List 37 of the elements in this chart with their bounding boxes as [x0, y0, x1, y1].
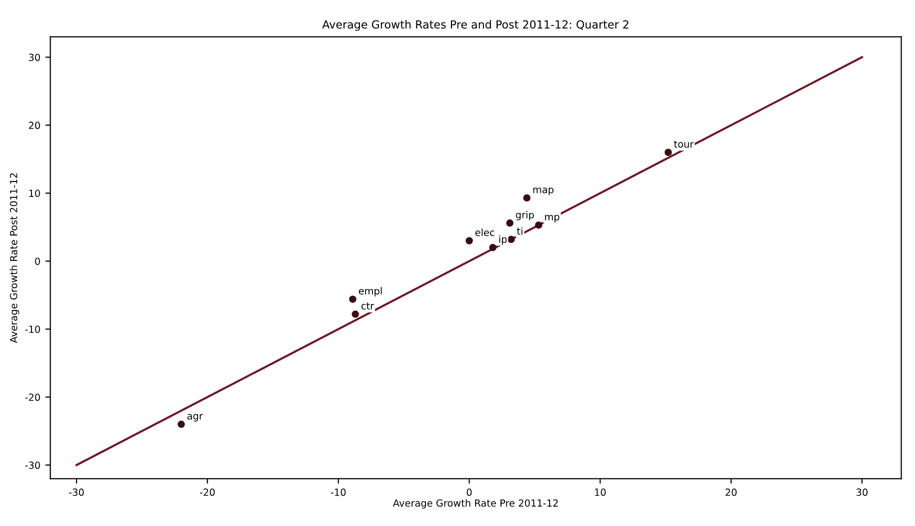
- data-label: empl: [358, 287, 382, 296]
- point: [466, 237, 473, 244]
- x-tick-label: -10: [330, 488, 346, 496]
- point: [508, 236, 515, 244]
- data-label: elec: [475, 228, 494, 236]
- point: [535, 221, 542, 229]
- x-tick-label: 30: [856, 488, 868, 496]
- y-axis-title: Average Growth Rate Post 2011-12: [10, 173, 20, 344]
- data-label: ti: [516, 227, 522, 235]
- point: [178, 420, 185, 428]
- x-tick-label: 0: [466, 488, 472, 496]
- data-label: ctr: [361, 302, 374, 310]
- data-label: tour: [674, 140, 694, 148]
- y-tick-label: 20: [28, 122, 40, 130]
- data-label: agr: [187, 414, 203, 422]
- point: [664, 148, 672, 156]
- y-tick-label: 10: [29, 190, 40, 197]
- y-tick-label: -30: [25, 462, 40, 469]
- point: [349, 296, 356, 303]
- data-label: ip: [499, 235, 507, 245]
- y-tick-label: -10: [25, 326, 40, 333]
- point: [506, 219, 514, 227]
- y-tick-label: 30: [28, 54, 40, 62]
- x-tick-label: 20: [726, 488, 737, 496]
- x-tick-label: -30: [69, 488, 84, 496]
- data-label: map: [533, 188, 554, 196]
- point: [489, 244, 496, 252]
- x-axis-title: Average Growth Rate Pre 2011-12: [392, 499, 558, 509]
- x-tick-label: 10: [595, 488, 606, 496]
- y-tick-label: -20: [25, 394, 40, 401]
- point: [352, 310, 359, 318]
- data-label: mp: [545, 214, 560, 222]
- y-tick-label: 0: [35, 258, 40, 265]
- point: [523, 194, 530, 202]
- data-label: grip: [516, 210, 534, 220]
- chart-title: Average Growth Rates Pre and Post 2011-12: Quarter 2: [322, 20, 628, 31]
- x-tick-label: -20: [200, 488, 215, 496]
